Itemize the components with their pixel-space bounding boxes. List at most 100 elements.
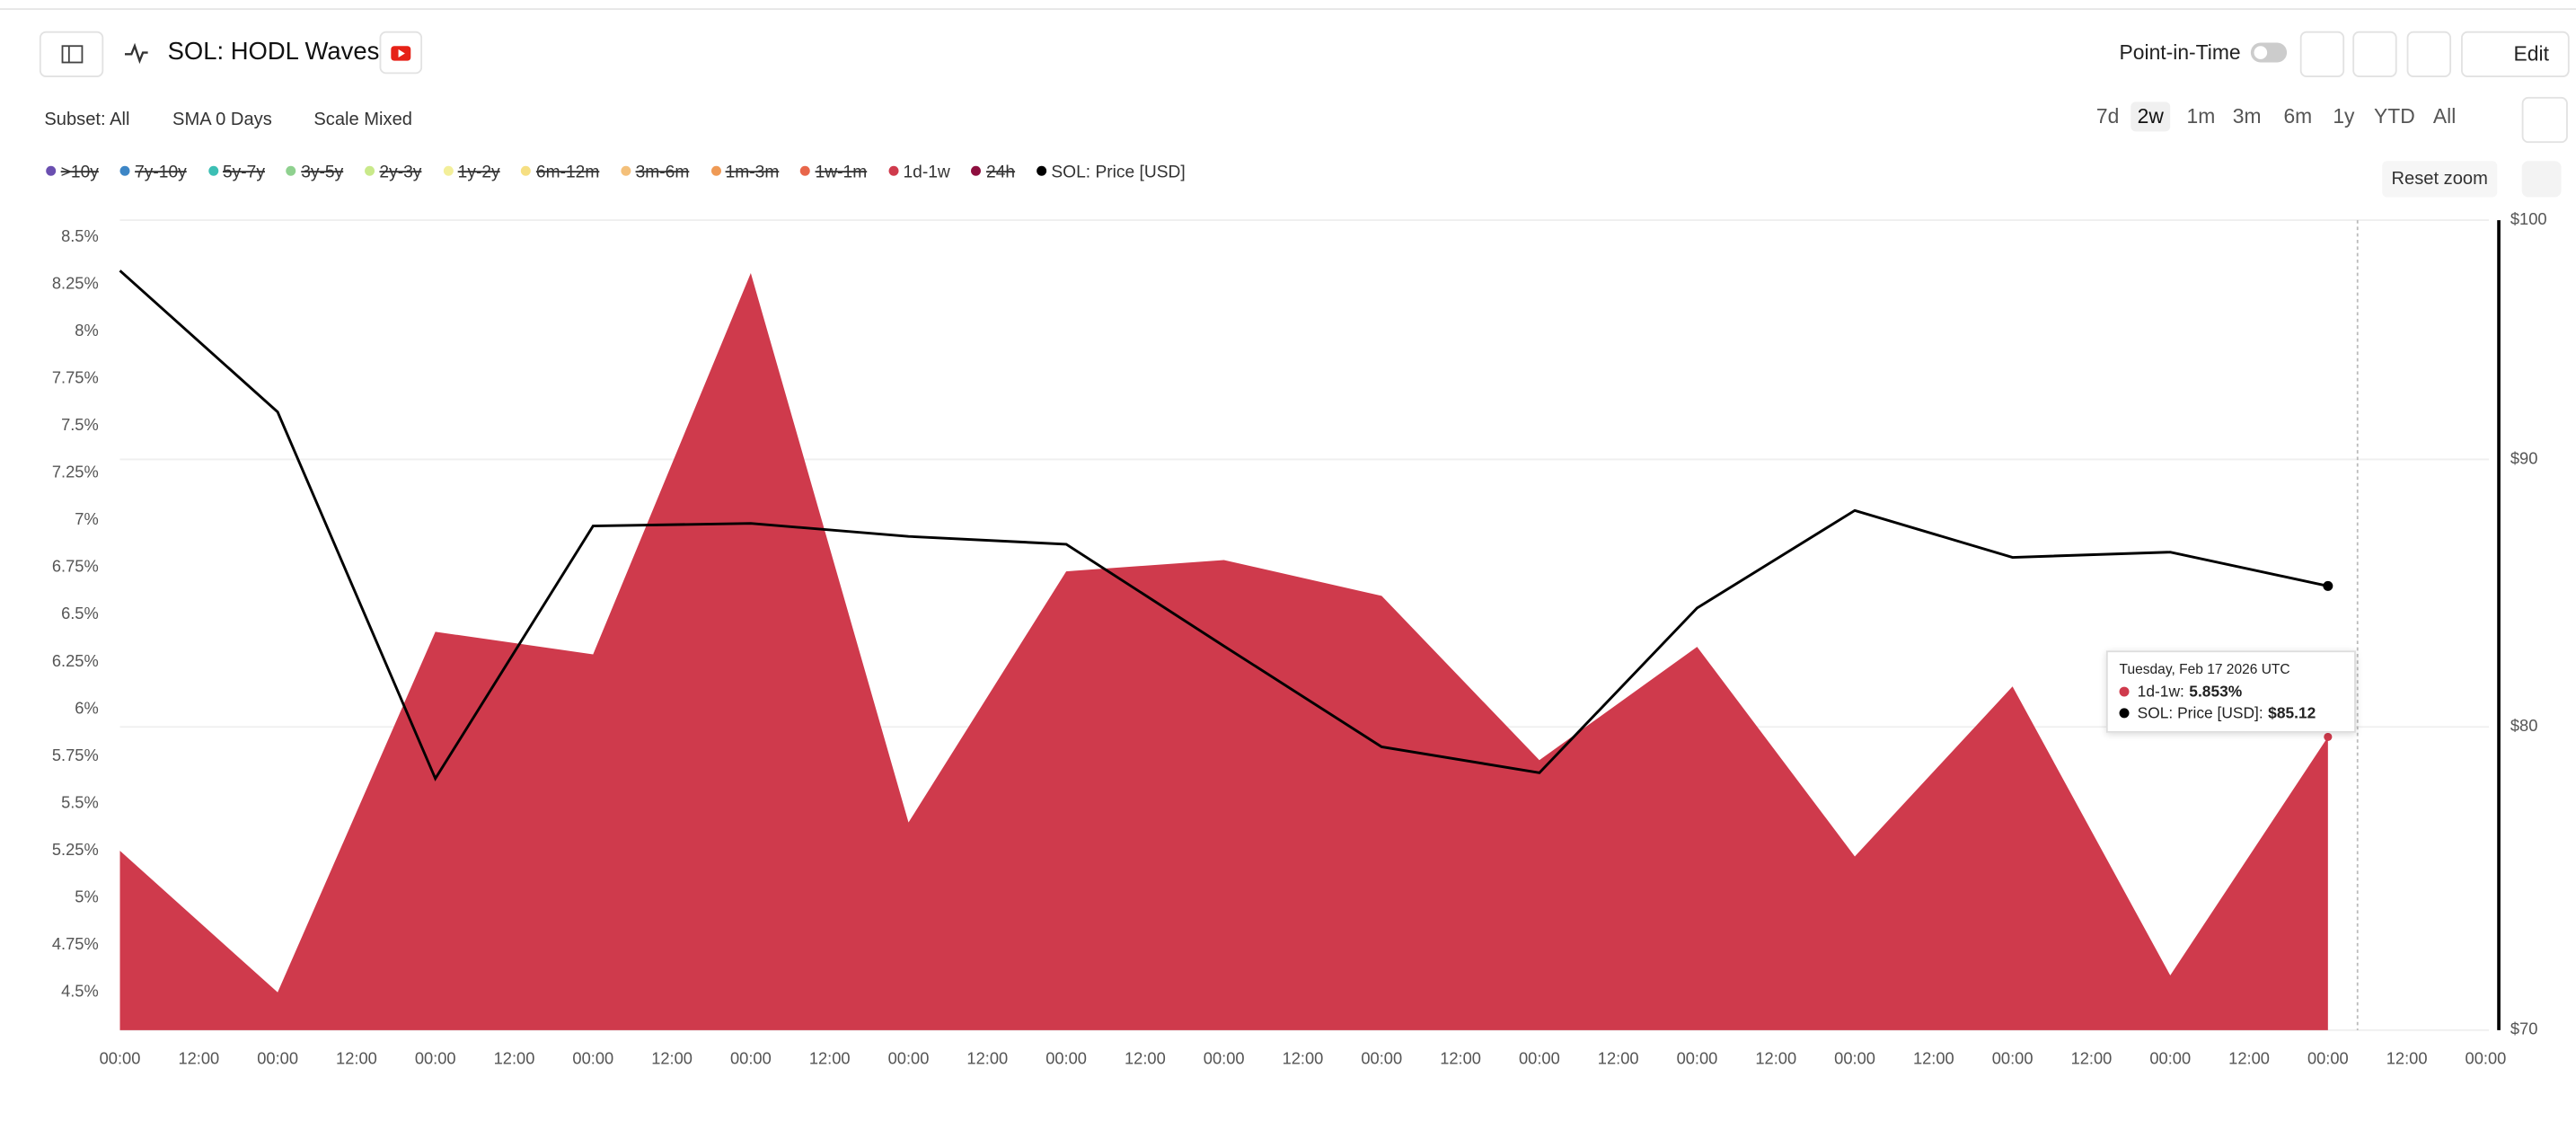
legend-dot [888,165,898,176]
sidebar-toggle[interactable] [39,31,104,77]
y2-tick-label: $100 [2510,209,2547,228]
legend-dot [971,165,982,176]
x-tick-label: 00:00 [1677,1049,1718,1068]
tooltip-dot [2119,708,2130,719]
legend-item[interactable]: 2y-3y [364,163,421,182]
point-in-time-toggle[interactable] [2250,42,2288,63]
y-tick-label: 7.5% [61,415,99,434]
legend-dot [119,165,130,176]
x-tick-label: 12:00 [2386,1049,2428,1068]
y-tick-label: 5% [75,887,98,906]
legend-label: 1y-2y [457,163,500,183]
point [2323,580,2333,591]
legend-item[interactable]: 5y-7y [207,163,265,183]
range-button[interactable]: 7d [2095,105,2120,128]
legend-label: 5y-7y [222,163,265,183]
legend-dot [364,165,375,176]
filter-dropdown[interactable]: SMA 0 Days [172,110,272,130]
y-tick-label: 8% [75,321,98,340]
favorite-button[interactable] [2299,31,2345,77]
tooltip-date: Tuesday, Feb 17 2026 UTC [2119,660,2290,677]
x-tick-label: 00:00 [415,1049,456,1068]
x-tick-label: 00:00 [1204,1049,1245,1068]
legend-label: 1m-3m [725,163,780,183]
legend-item[interactable]: 6m-12m [521,163,599,182]
line [119,269,2329,781]
legend-label: 3m-6m [635,163,690,183]
tooltip-row: 1d-1w: 5.853% [2119,684,2343,702]
y2-tick-label: $70 [2510,1019,2538,1038]
y-tick-label: 6.5% [61,604,99,622]
legend-label: SOL: Price [USD] [1051,163,1186,183]
share-button[interactable] [2352,31,2397,77]
x-tick-label: 00:00 [257,1049,298,1068]
legend-dot [1036,165,1046,176]
range-button[interactable]: 1y [2333,105,2355,128]
legend-item[interactable]: 24h [971,163,1016,183]
x-tick-label: 00:00 [2307,1049,2349,1068]
range-button[interactable]: 1m [2186,105,2216,128]
x-tick-label: 00:00 [1519,1049,1560,1068]
legend-item[interactable]: 7y-10y [119,163,187,183]
x-tick-label: 00:00 [888,1049,930,1068]
legend-dot [621,165,631,176]
reset-zoom-button[interactable]: Reset zoom [2382,161,2498,198]
legend-item[interactable]: 3m-6m [621,163,689,182]
legend-dot [286,165,296,176]
chart-icon [125,42,148,65]
y2-tick-label: $80 [2510,716,2538,735]
legend-item[interactable]: 1w-1m [800,163,867,182]
tooltip-value: $85.12 [2268,704,2316,723]
legend-item[interactable]: >10y [46,163,99,182]
y-tick-label: 6.25% [52,651,99,670]
calendar-button[interactable] [2521,96,2568,144]
tooltip-row: SOL: Price [USD]: $85.12 [2119,704,2343,723]
y2-tick-label: $90 [2510,448,2538,467]
y-tick-label: 5.25% [52,840,99,859]
legend-dot [443,165,454,176]
edit-button[interactable]: Edit [2460,31,2570,77]
x-tick-label: 12:00 [2071,1049,2113,1068]
x-tick-label: 12:00 [494,1049,535,1068]
youtube-button[interactable] [379,31,423,75]
legend-dot [207,165,218,176]
range-button[interactable]: 3m [2232,105,2262,128]
x-tick-label: 12:00 [966,1049,1008,1068]
y-tick-label: 6.75% [52,557,99,576]
tooltip-label: SOL: Price [USD]: [2137,704,2263,723]
legend: >10y 7y-10y 5y-7y 3y-5y 2y-3y 1y-2y 6m-12m 3m-6… [46,163,1186,182]
range-button[interactable]: 6m [2283,105,2313,128]
legend-item[interactable]: 3y-5y [286,163,344,183]
legend-dot [800,165,811,176]
screenshot-button[interactable] [2521,161,2562,198]
legend-label: 3y-5y [301,163,344,183]
point-in-time-label: Point-in-Time [2119,40,2241,65]
legend-label: 6m-12m [535,163,600,183]
filter-dropdown[interactable]: Scale Mixed [313,110,412,130]
range-button[interactable]: YTD [2374,105,2415,128]
legend-dot [46,165,57,176]
edit-label: Edit [2513,42,2549,66]
x-tick-label: 12:00 [1125,1049,1166,1068]
legend-item[interactable]: 1d-1w [888,163,950,182]
legend-item[interactable]: 1y-2y [443,163,500,183]
legend-label: 7y-10y [135,163,187,183]
copy-button[interactable] [2406,31,2452,77]
range-button[interactable]: All [2432,105,2457,128]
x-tick-label: 00:00 [1992,1049,2033,1068]
filter-dropdown[interactable]: Subset: All [44,110,130,130]
legend-item[interactable]: SOL: Price [USD] [1036,163,1186,183]
legend-label: 1d-1w [903,163,950,183]
legend-item[interactable]: 1m-3m [710,163,779,182]
legend-dot [521,165,532,176]
x-tick-label: 12:00 [1440,1049,1481,1068]
legend-label: 24h [986,163,1016,183]
x-tick-label: 12:00 [178,1049,219,1068]
range-button[interactable]: 2w [2130,102,2171,132]
x-tick-label: 12:00 [1598,1049,1639,1068]
x-tick-label: 00:00 [2149,1049,2191,1068]
y-tick-label: 6% [75,698,98,717]
x-tick-label: 00:00 [1834,1049,1875,1068]
x-tick-label: 12:00 [2228,1049,2270,1068]
